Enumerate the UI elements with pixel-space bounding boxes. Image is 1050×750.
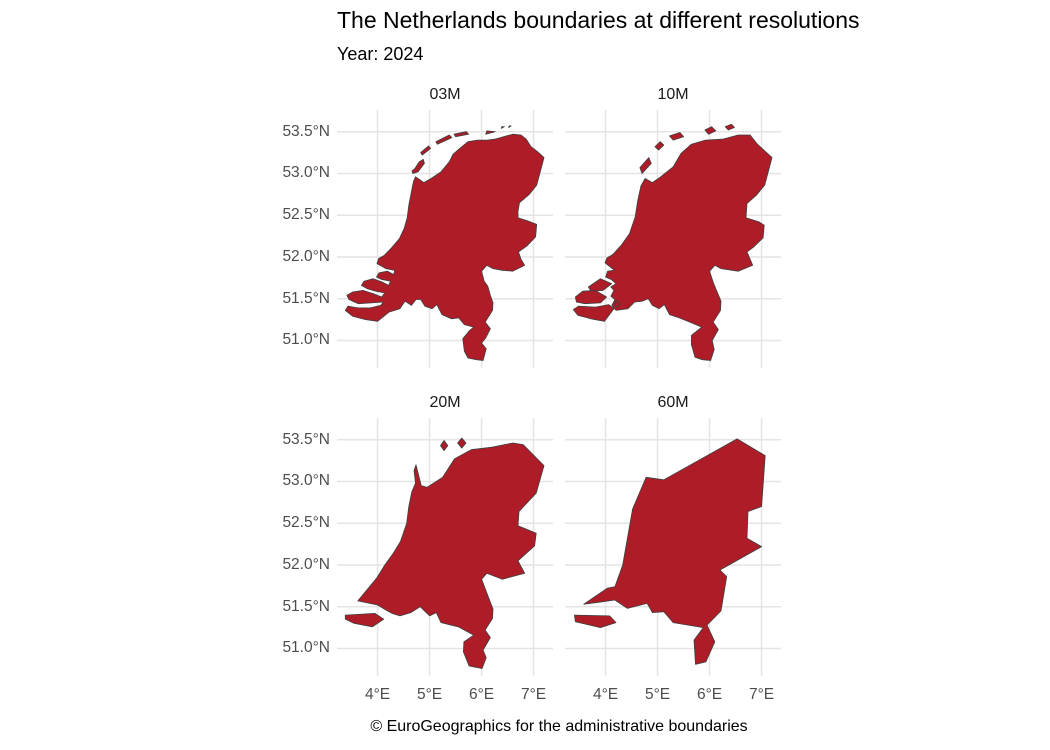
netherlands-boundary-polygon (435, 134, 453, 145)
netherlands-boundary-polygon (604, 134, 773, 361)
y-axis-tick-label: 51.0°N (282, 639, 330, 657)
y-axis-tick-label: 52.0°N (282, 247, 330, 265)
netherlands-boundary-polygon (485, 130, 496, 135)
y-axis-tick-label: 51.5°N (282, 289, 330, 307)
facet-strip-20m: 20M (429, 394, 461, 411)
page-subtitle: Year: 2024 (337, 44, 424, 64)
y-axis-tick-label: 53.5°N (282, 122, 330, 140)
netherlands-boundary-polygon (639, 157, 652, 174)
x-axis-tick-label: 7°E (748, 686, 775, 703)
y-axis-tick-label: 53.0°N (282, 472, 330, 490)
map-panel-03m (337, 110, 553, 368)
facet-strip-60m: 60M (657, 394, 689, 411)
netherlands-boundary-polygon (344, 133, 545, 361)
y-axis-tick-label: 53.0°N (282, 164, 330, 182)
netherlands-boundary-polygon (440, 440, 449, 451)
y-axis-tick-label: 53.5°N (282, 430, 330, 448)
x-axis-tick-label: 5°E (416, 686, 443, 703)
netherlands-boundary-polygon (420, 145, 431, 156)
x-axis-tick-label: 6°E (468, 686, 495, 703)
map-panel-20m (337, 418, 553, 676)
caption: © EuroGeographics for the administrative… (370, 718, 748, 735)
x-axis-tick-label: 4°E (592, 686, 619, 703)
x-axis-tick-label: 7°E (520, 686, 547, 703)
netherlands-boundary-polygon (583, 438, 766, 665)
netherlands-boundary-polygon (573, 614, 617, 629)
netherlands-boundary-polygon (500, 126, 505, 129)
netherlands-boundary-polygon (574, 289, 607, 305)
netherlands-boundary-polygon (572, 304, 615, 322)
netherlands-boundary-polygon (613, 299, 621, 308)
y-axis-tick-label: 52.5°N (282, 206, 330, 224)
facet-strip-10m: 10M (657, 86, 689, 103)
netherlands-boundary-polygon (587, 278, 613, 292)
y-axis-tick-label: 51.0°N (282, 331, 330, 349)
netherlands-boundary-polygon (724, 123, 735, 131)
map-panel-60m (565, 418, 781, 676)
netherlands-boundary-polygon (344, 612, 385, 628)
netherlands-boundary-polygon (654, 141, 665, 151)
y-axis-tick-label: 52.5°N (282, 514, 330, 532)
y-axis-tick-label: 52.0°N (282, 555, 330, 573)
map-panel-10m (565, 110, 781, 368)
x-axis-tick-label: 5°E (644, 686, 671, 703)
page-title: The Netherlands boundaries at different … (337, 7, 860, 33)
y-axis-tick-label: 51.5°N (282, 597, 330, 615)
x-axis-tick-label: 4°E (364, 686, 391, 703)
netherlands-boundary-polygon (508, 125, 512, 128)
netherlands-boundary-polygon (669, 132, 684, 141)
netherlands-boundary-polygon (453, 131, 470, 138)
netherlands-boundary-polygon (704, 126, 717, 135)
netherlands-boundary-polygon (411, 158, 425, 174)
x-axis-tick-label: 6°E (696, 686, 723, 703)
netherlands-boundary-polygon (457, 437, 467, 449)
facet-strip-03m: 03M (429, 86, 461, 103)
netherlands-boundary-polygon (357, 442, 545, 669)
